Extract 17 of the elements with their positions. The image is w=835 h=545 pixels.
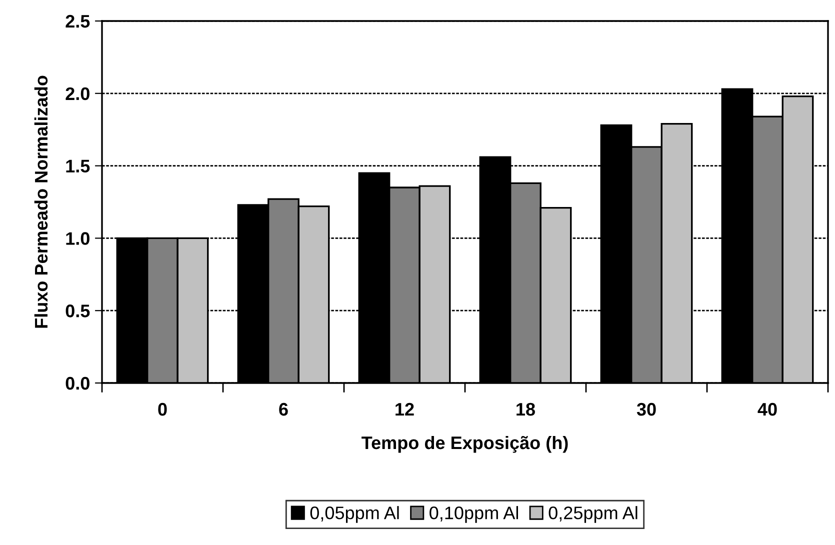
x-tick-label: 12: [396, 402, 414, 416]
x-axis-title: Tempo de Exposição (h): [362, 436, 568, 453]
x-tick-label: 18: [516, 402, 535, 416]
x-tick-label: 6: [279, 402, 288, 416]
y-tick-label: 1.0: [66, 232, 90, 245]
x-tick-label: 40: [758, 402, 777, 416]
legend-label: 0,25ppm Al: [548, 506, 638, 523]
legend-label: 0,05ppm Al: [310, 506, 399, 523]
y-tick-label: 2.5: [66, 14, 90, 28]
y-axis-title: Fluxo Permeado Normalizado: [34, 76, 48, 328]
x-tick-label: 30: [636, 402, 656, 416]
y-tick-label: 0.0: [66, 376, 90, 390]
y-tick-label: 2.0: [66, 87, 90, 100]
y-tick-label: 0.5: [66, 304, 90, 318]
x-tick-label: 0: [158, 402, 167, 416]
legend-label: 0,10ppm Al: [430, 506, 518, 523]
y-tick-label: 1.5: [66, 160, 90, 173]
